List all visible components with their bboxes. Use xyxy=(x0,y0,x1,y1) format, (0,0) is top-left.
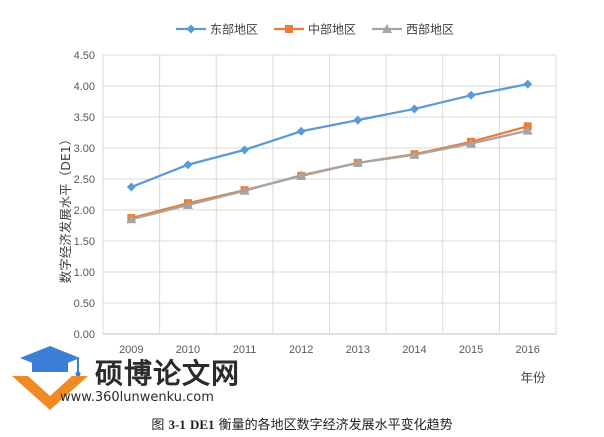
x-tick-label: 2015 xyxy=(459,344,483,356)
data-point xyxy=(186,24,196,34)
legend-item: 西部地区 xyxy=(372,22,454,37)
data-point xyxy=(409,149,420,159)
data-point xyxy=(522,125,533,135)
x-tick-label: 2011 xyxy=(233,344,257,356)
data-point xyxy=(126,214,137,224)
data-point xyxy=(182,200,193,210)
x-tick-label: 2016 xyxy=(515,344,539,356)
site-logo xyxy=(12,346,88,410)
x-tick-label: 2013 xyxy=(346,344,370,356)
x-axis-ticks: 2009 2010 2011 2012 2013 2014 2015 2016 xyxy=(119,344,540,356)
data-point xyxy=(353,115,363,125)
figure-caption: 图 3-1 DE1 衡量的各地区数字经济发展水平变化趋势 xyxy=(0,414,604,433)
data-point xyxy=(183,160,193,170)
data-point xyxy=(296,170,307,180)
series-triangle xyxy=(126,125,533,224)
caption-text: 衡量的各地区数字经济发展水平变化趋势 xyxy=(218,418,453,433)
data-point xyxy=(466,90,476,100)
data-point xyxy=(466,138,477,148)
x-tick-label: 2012 xyxy=(289,344,313,356)
data-point xyxy=(352,157,363,167)
data-point xyxy=(239,185,250,195)
y-tick-label: 2.00 xyxy=(74,205,95,217)
data-point xyxy=(285,25,293,33)
data-point xyxy=(240,145,250,155)
y-tick-label: 0.50 xyxy=(74,298,95,310)
y-tick-label: 0.00 xyxy=(74,329,95,341)
series-line xyxy=(130,83,528,189)
y-tick-label: 3.00 xyxy=(74,143,95,155)
chart-legend: 东部地区 中部地区 西部地区 xyxy=(176,22,454,37)
series-diamond xyxy=(126,79,533,192)
x-tick-label: 2014 xyxy=(402,344,426,356)
x-axis-title: 年份 xyxy=(520,370,546,385)
caption-label: DE1 xyxy=(189,417,215,432)
x-tick-label: 2010 xyxy=(176,344,200,356)
watermark-url: www.360lunwenku.com xyxy=(60,390,214,405)
legend-item: 东部地区 xyxy=(176,22,258,37)
watermark-site-name: 硕博论文网 xyxy=(95,357,241,390)
y-axis-title: 数字经济发展水平（DE1） xyxy=(58,133,73,283)
x-tick-label: 2009 xyxy=(119,344,143,356)
data-point xyxy=(126,182,136,192)
data-point xyxy=(382,24,392,33)
chart-series xyxy=(126,79,533,224)
y-axis-ticks: 0.00 0.50 1.00 1.50 2.00 2.50 3.00 3.50 4.00 4.50 xyxy=(74,50,95,341)
y-tick-label: 4.50 xyxy=(74,50,95,62)
y-tick-label: 3.50 xyxy=(74,112,95,124)
data-point xyxy=(409,104,419,114)
data-point xyxy=(296,126,306,136)
y-tick-label: 1.00 xyxy=(74,267,95,279)
y-tick-label: 2.50 xyxy=(74,174,95,186)
caption-prefix: 图 xyxy=(151,418,165,433)
legend-label: 东部地区 xyxy=(210,22,258,37)
check-icon xyxy=(12,376,88,410)
legend-label: 中部地区 xyxy=(308,22,356,37)
series-line xyxy=(131,129,528,221)
y-tick-label: 1.50 xyxy=(74,236,95,248)
legend-item: 中部地区 xyxy=(274,22,356,37)
caption-figure-number: 3-1 xyxy=(168,417,186,432)
y-tick-label: 4.00 xyxy=(74,81,95,93)
legend-label: 西部地区 xyxy=(406,22,454,37)
chart-grid xyxy=(102,54,557,335)
data-point xyxy=(523,79,533,89)
